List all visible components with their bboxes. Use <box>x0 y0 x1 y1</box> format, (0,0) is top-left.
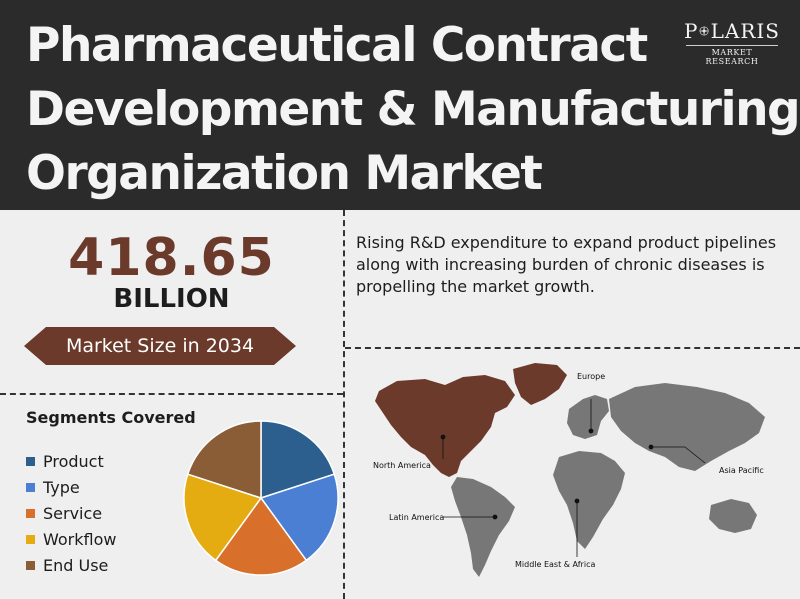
title-line-2: Development & Manufacturing <box>26 82 800 137</box>
market-driver-text: Rising R&D expenditure to expand product… <box>356 233 777 296</box>
world-map: North America Europe Asia Pacific Latin … <box>373 363 765 577</box>
compass-star-icon <box>699 25 710 37</box>
callout-dot-europe <box>588 428 594 434</box>
legend-label: Service <box>43 503 103 523</box>
market-size-unit: BILLION <box>113 284 230 314</box>
callout-dot-latin-america <box>492 514 498 520</box>
legend-item-end-use: End Use <box>26 552 116 578</box>
map-region-latin-america <box>451 477 515 577</box>
legend-swatch <box>26 560 35 570</box>
title-line-1: Pharmaceutical Contract <box>26 18 648 73</box>
legend-swatch <box>26 482 35 492</box>
map-region-asia-pacific <box>609 383 765 471</box>
logo-rule <box>686 45 778 46</box>
map-land <box>375 363 765 577</box>
map-region-africa <box>553 451 625 549</box>
pie-slice-workflow <box>183 473 263 562</box>
logo-subtitle: MARKET RESEARCH <box>705 48 759 66</box>
map-region-europe <box>567 395 609 439</box>
map-region-australia <box>709 499 757 533</box>
header-banner: Pharmaceutical Contract Development & Ma… <box>0 0 800 210</box>
legend-swatch <box>26 508 35 518</box>
logo-letter-p: P <box>684 19 699 43</box>
callout-dot-middle-east-africa <box>574 498 580 504</box>
page-title: Pharmaceutical Contract Development & Ma… <box>26 14 800 206</box>
left-horizontal-divider <box>0 393 343 395</box>
legend-label: Product <box>43 451 104 471</box>
callout-dot-asia-pacific <box>648 444 654 450</box>
legend-label: End Use <box>43 555 109 575</box>
legend-item-product: Product <box>26 448 116 474</box>
map-region-north-america <box>375 375 515 477</box>
map-label-middle-east-africa: Middle East & Africa <box>515 560 595 569</box>
pie-slice-type <box>259 473 339 562</box>
legend-label: Workflow <box>43 529 117 549</box>
vertical-divider <box>343 210 345 599</box>
legend-swatch <box>26 534 35 544</box>
callout-dot-north-america <box>440 434 446 440</box>
market-size-ribbon: Market Size in 2034 <box>24 327 296 365</box>
map-region-greenland <box>513 363 567 405</box>
legend-item-workflow: Workflow <box>26 526 116 552</box>
logo-letters-rest: LARIS <box>710 19 780 43</box>
segments-pie-chart <box>183 420 339 576</box>
right-horizontal-divider <box>345 347 800 349</box>
callout-line-asia-pacific-2 <box>684 446 706 464</box>
segments-title: Segments Covered <box>26 408 196 427</box>
title-line-3: Organization Market <box>26 146 543 201</box>
map-label-europe: Europe <box>577 372 605 381</box>
pie-slice-product <box>260 420 336 500</box>
market-size-label: Market Size in 2034 <box>65 335 255 357</box>
map-label-asia-pacific: Asia Pacific <box>719 466 764 475</box>
segments-legend: Product Type Service Workflow End Use <box>26 448 116 578</box>
legend-label: Type <box>43 477 80 497</box>
map-callouts <box>440 399 706 557</box>
legend-swatch <box>26 456 35 466</box>
polaris-logo: P LARIS MARKET RESEARCH <box>684 20 780 66</box>
map-label-latin-america: Latin America <box>389 513 444 522</box>
pie-slice-service <box>214 496 308 576</box>
legend-item-type: Type <box>26 474 116 500</box>
ribbon-shape <box>24 327 296 365</box>
legend-item-service: Service <box>26 500 116 526</box>
market-size-value: 418.65 <box>68 228 275 288</box>
pie-slice-end-use <box>186 420 262 500</box>
map-label-north-america: North America <box>373 461 431 470</box>
